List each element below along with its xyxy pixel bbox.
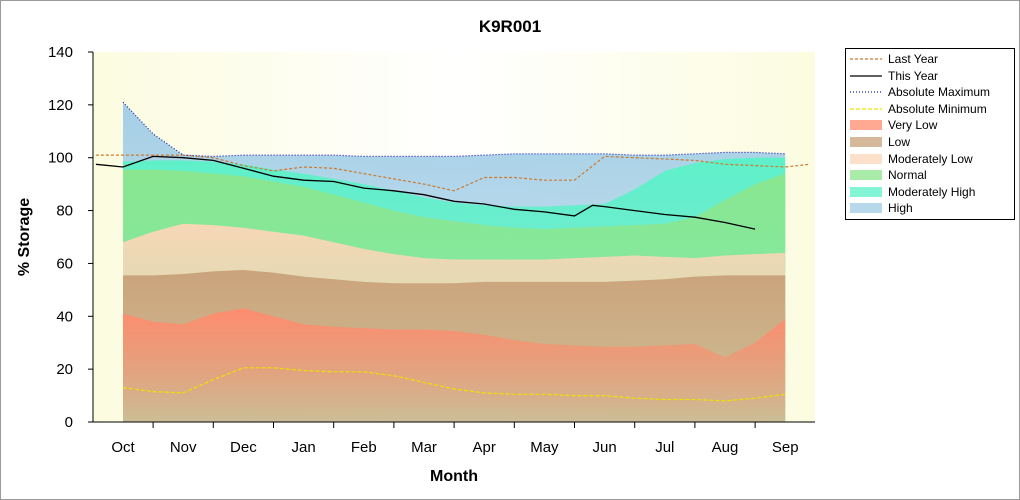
legend-swatch	[850, 91, 882, 93]
chart-title: K9R001	[479, 17, 541, 36]
legend-swatch	[850, 120, 882, 131]
legend-item: This Year	[846, 68, 1014, 84]
y-tick-label: 60	[56, 255, 73, 272]
band-very-low	[123, 308, 786, 422]
legend-item: Absolute Minimum	[846, 101, 1014, 117]
x-tick-label: Feb	[351, 439, 377, 456]
legend-swatch	[850, 74, 882, 77]
legend-label: High	[888, 201, 913, 216]
legend-label: Normal	[888, 168, 927, 183]
x-tick-label: Sep	[772, 439, 799, 456]
x-tick-label: Jan	[292, 439, 316, 456]
x-axis-label: Month	[430, 468, 478, 485]
series-absolute-maximum	[122, 101, 786, 158]
x-tick-label: Aug	[712, 439, 739, 456]
x-tick-label: Jul	[655, 439, 674, 456]
legend-swatch	[850, 153, 882, 164]
legend-item: Moderately High	[846, 184, 1014, 200]
y-tick-label: 120	[48, 97, 73, 114]
legend-item: High	[846, 200, 1014, 216]
chart-legend: Last Year This Year Absolute Maximum Absolu…	[845, 48, 1015, 220]
series-this-year	[95, 155, 756, 230]
legend-swatch	[850, 203, 882, 214]
legend-item: Absolute Maximum	[846, 84, 1014, 100]
legend-swatch	[850, 170, 882, 181]
x-tick-label: Nov	[170, 439, 197, 456]
legend-item: Very Low	[846, 117, 1014, 133]
series-absolute-minimum	[122, 367, 786, 402]
legend-swatch	[850, 186, 882, 197]
x-tick-label: Dec	[230, 439, 257, 456]
x-tick-label: Mar	[411, 439, 437, 456]
legend-item: Last Year	[846, 51, 1014, 67]
legend-swatch	[850, 58, 882, 60]
x-tick-label: Jun	[593, 439, 617, 456]
legend-item: Normal	[846, 167, 1014, 183]
y-tick-label: 100	[48, 150, 73, 167]
x-tick-label: May	[530, 439, 559, 456]
y-tick-label: 0	[65, 414, 73, 431]
legend-item: Low	[846, 134, 1014, 150]
legend-label: Last Year	[888, 52, 939, 66]
legend-label: Low	[888, 135, 911, 149]
y-tick-label: 80	[56, 203, 73, 220]
legend-item: Moderately Low	[846, 151, 1014, 167]
y-tick-label: 140	[48, 44, 73, 61]
legend-swatch	[850, 108, 882, 110]
x-tick-label: Oct	[111, 439, 135, 456]
legend-label: Moderately Low	[888, 151, 973, 166]
legend-label: Very Low	[888, 118, 938, 133]
x-tick-label: Apr	[473, 439, 496, 456]
legend-swatch	[850, 137, 882, 147]
legend-label: Absolute Minimum	[888, 101, 987, 116]
legend-label: Absolute Maximum	[888, 85, 991, 100]
series-last-year	[95, 154, 810, 192]
y-tick-label: 40	[56, 308, 73, 325]
y-axis-label: % Storage	[16, 198, 33, 276]
legend-label: Moderately High	[888, 184, 976, 199]
legend-label: This Year	[888, 68, 939, 83]
y-tick-label: 20	[56, 361, 73, 378]
